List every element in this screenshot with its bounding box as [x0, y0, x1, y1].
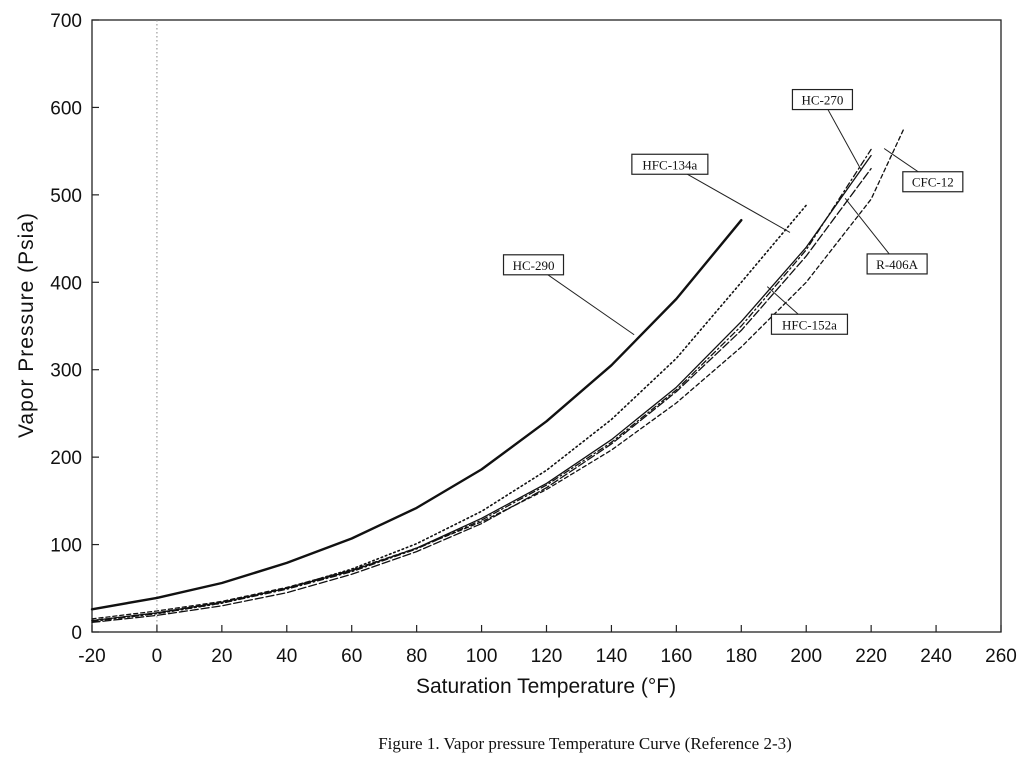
y-tick-label: 500	[50, 186, 82, 207]
series-line-cfc-12	[91, 128, 905, 620]
x-tick-label: 60	[341, 646, 362, 667]
x-tick-label: 80	[406, 646, 427, 667]
callout-label: HC-290	[513, 258, 555, 273]
x-tick-label: 0	[152, 646, 163, 667]
callout-r-406a: R-406A	[844, 198, 928, 275]
callout-leader	[669, 163, 791, 233]
callout-hfc-152a: HFC-152a	[766, 286, 849, 335]
y-tick-label: 700	[50, 11, 82, 32]
y-tick-label: 600	[50, 98, 82, 119]
callout-leader	[533, 264, 635, 336]
y-tick-label: 200	[50, 448, 82, 469]
callout-leader	[822, 99, 862, 171]
series-lines	[90, 128, 905, 624]
x-tick-label: -20	[78, 646, 105, 667]
callout-box	[902, 171, 964, 193]
x-tick-label: 220	[855, 646, 887, 667]
callout-label: CFC-12	[912, 175, 954, 190]
callout-hc-270: HC-270	[791, 88, 862, 171]
callout-hc-290: HC-290	[502, 254, 635, 336]
y-tick-label: 100	[50, 536, 82, 557]
x-tick-label: 120	[531, 646, 563, 667]
series-line-hc-270	[91, 154, 872, 622]
x-tick-label: 160	[661, 646, 693, 667]
x-tick-label: 140	[596, 646, 628, 667]
x-tick-label: 20	[211, 646, 232, 667]
x-tick-label: 180	[725, 646, 757, 667]
callout-box	[631, 153, 709, 175]
y-tick-label: 400	[50, 273, 82, 294]
plot-border	[91, 19, 1002, 633]
x-tick-label: 200	[790, 646, 822, 667]
callout-cfc-12: CFC-12	[883, 148, 964, 193]
series-line-hc-290	[90, 218, 743, 611]
callout-leader	[844, 198, 898, 265]
series-line-hfc-134a	[91, 204, 808, 622]
callout-box	[770, 313, 849, 335]
callout-label: HFC-152a	[782, 317, 837, 332]
callout-hfc-134a: HFC-134a	[631, 153, 791, 233]
callout-box	[866, 253, 928, 275]
callout-box	[791, 88, 854, 111]
callout-label: R-406A	[876, 257, 919, 272]
y-tick-label: 0	[71, 623, 82, 644]
series-callouts: HC-290 HFC-134a HC-270 CFC-12 R-406A HFC-152a	[502, 88, 964, 336]
plot-frame	[91, 19, 1002, 633]
x-axis-title: Saturation Temperature (°F)	[416, 675, 676, 698]
y-tick-label: 300	[50, 361, 82, 382]
callout-label: HFC-134a	[642, 157, 697, 172]
x-tick-label: 240	[920, 646, 952, 667]
series-line-hfc-152a	[91, 167, 872, 624]
x-tick-label: 260	[985, 646, 1017, 667]
axis-ticks: -20 0 20 40 60 80 100 120 140 160 180 200 220 240 2600…	[50, 11, 1017, 667]
series-line-r-406a	[91, 148, 872, 623]
x-tick-label: 100	[466, 646, 498, 667]
x-tick-label: 40	[276, 646, 297, 667]
figure-caption: Figure 1. Vapor pressure Temperature Cur…	[378, 734, 792, 753]
y-axis-title: Vapor Pressure (Psia)	[15, 212, 38, 438]
callout-box	[502, 254, 565, 276]
callout-label: HC-270	[802, 93, 844, 108]
